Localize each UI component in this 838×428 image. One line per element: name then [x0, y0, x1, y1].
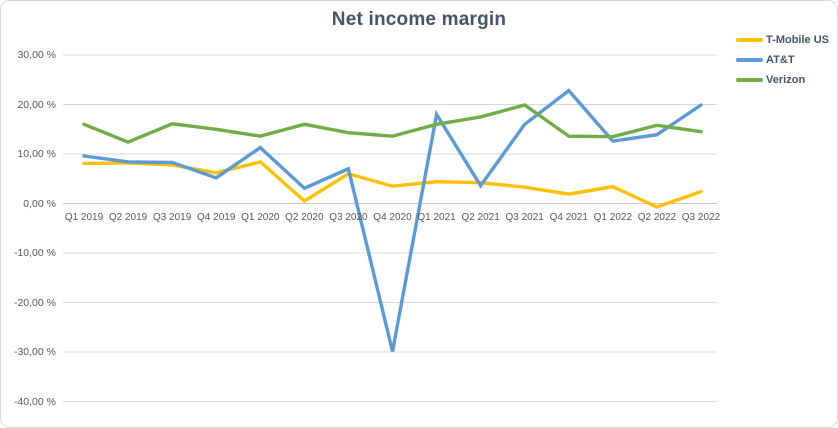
x-axis-tick-label: Q1 2020	[241, 212, 280, 223]
x-axis-tick-label: Q1 2019	[64, 212, 104, 223]
line-swatch-icon	[736, 58, 764, 62]
series-line-verizon	[82, 103, 703, 144]
y-axis-tick-label: -10,00 %	[13, 247, 56, 259]
x-axis-tick-label: Q4 2021	[549, 212, 588, 223]
line-swatch-icon	[736, 38, 764, 42]
series-line-at-t	[82, 88, 703, 352]
legend-label: AT&T	[766, 54, 795, 66]
y-axis-tick-label: 10,00 %	[17, 148, 56, 160]
x-axis-tick-label: Q2 2019	[108, 212, 148, 223]
x-axis-tick-label: Q2 2022	[637, 212, 677, 223]
x-axis-tick-label: Q3 2019	[152, 212, 192, 223]
x-axis-tick-label: Q4 2020	[373, 212, 412, 223]
line-swatch-icon	[736, 78, 764, 82]
series-line-t-mobile-us	[82, 160, 703, 209]
x-axis-tick-label: Q2 2021	[461, 212, 500, 223]
x-axis-tick-label: Q3 2020	[329, 212, 368, 223]
y-axis-tick-label: 30,00 %	[17, 49, 56, 61]
y-axis-tick-label: 20,00 %	[17, 98, 56, 111]
y-axis-tick-label: -30,00 %	[13, 346, 56, 358]
x-axis-tick-label: Q4 2019	[197, 212, 236, 223]
y-axis-tick-label: -20,00 %	[13, 296, 56, 309]
x-axis-tick-label: Q1 2022	[593, 212, 633, 223]
legend: T-Mobile US AT&T Verizon	[736, 34, 829, 86]
x-axis-tick-label: Q3 2021	[505, 212, 544, 223]
legend-label: Verizon	[766, 74, 806, 86]
legend-item-verizon: Verizon	[736, 74, 829, 86]
x-axis-tick-label: Q2 2020	[285, 212, 324, 223]
chart-title: Net income margin	[331, 9, 507, 30]
legend-item-att: AT&T	[736, 54, 829, 66]
y-axis-tick-label: -40,00 %	[13, 395, 56, 408]
x-axis-tick-label: Q3 2022	[681, 212, 721, 223]
legend-label: T-Mobile US	[766, 34, 829, 46]
x-axis-tick-label: Q1 2021	[417, 212, 456, 223]
y-axis-tick-label: 0,00 %	[23, 197, 56, 210]
legend-item-t-mobile-us: T-Mobile US	[736, 34, 829, 46]
